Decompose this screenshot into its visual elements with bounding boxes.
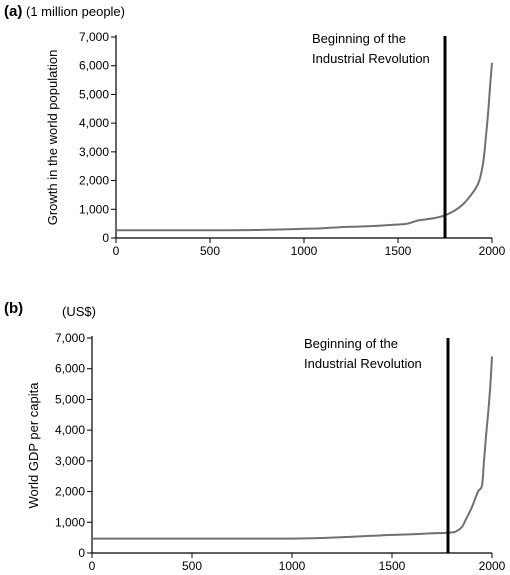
- data-point: [461, 526, 462, 527]
- x-tick-label: 2000: [479, 244, 506, 258]
- series-line: [116, 62, 493, 232]
- data-point: [391, 534, 392, 535]
- y-tick-label: 2,000: [55, 485, 85, 499]
- data-point: [285, 229, 286, 230]
- data-point: [191, 230, 192, 231]
- data-point: [491, 356, 492, 357]
- data-point: [465, 519, 466, 520]
- y-tick-label: 7,000: [79, 30, 109, 44]
- data-point: [435, 217, 436, 218]
- data-point: [489, 390, 490, 391]
- y-tick-label: 5,000: [79, 87, 109, 101]
- data-point: [488, 111, 489, 112]
- data-point: [471, 506, 472, 507]
- data-point: [311, 538, 312, 539]
- y-tick-label: 7,000: [55, 331, 85, 345]
- annotation-text: Beginning of the: [304, 336, 398, 351]
- y-axis-label: Growth in the world population: [45, 50, 60, 226]
- data-point: [454, 210, 455, 211]
- data-point: [441, 532, 442, 533]
- data-point: [397, 224, 398, 225]
- series-line: [92, 356, 493, 540]
- x-tick-label: 1500: [385, 244, 412, 258]
- data-point: [211, 538, 212, 539]
- y-axis-label: World GDP per capita: [26, 382, 41, 509]
- y-tick-label: 0: [102, 231, 109, 245]
- x-tick-label: 0: [89, 559, 96, 573]
- x-tick-label: 1000: [291, 244, 318, 258]
- y-tick-label: 3,000: [79, 145, 109, 159]
- data-point: [331, 537, 332, 538]
- data-point: [491, 62, 492, 63]
- data-point: [360, 226, 361, 227]
- data-point: [371, 535, 372, 536]
- data-point: [407, 223, 408, 224]
- data-point: [482, 166, 483, 167]
- x-tick-label: 2000: [479, 559, 506, 573]
- x-tick-label: 1000: [279, 559, 306, 573]
- data-point: [451, 532, 452, 533]
- data-point: [322, 228, 323, 229]
- annotation-text: Industrial Revolution: [304, 356, 422, 371]
- data-point: [256, 229, 257, 230]
- data-point: [91, 538, 92, 539]
- data-point: [473, 192, 474, 193]
- panel-label: (a): [4, 3, 22, 20]
- x-tick-label: 500: [200, 244, 220, 258]
- data-point: [351, 536, 352, 537]
- data-point: [341, 227, 342, 228]
- data-point: [481, 485, 482, 486]
- data-point: [379, 225, 380, 226]
- data-point: [228, 230, 229, 231]
- x-tick-label: 1500: [379, 559, 406, 573]
- y-tick-label: 3,000: [55, 454, 85, 468]
- data-point: [426, 219, 427, 220]
- y-tick-label: 0: [78, 546, 85, 560]
- data-point: [303, 228, 304, 229]
- x-tick-label: 0: [113, 244, 120, 258]
- data-point: [485, 436, 486, 437]
- y-tick-label: 5,000: [55, 392, 85, 406]
- data-point: [487, 414, 488, 415]
- y-tick-label: 6,000: [79, 59, 109, 73]
- data-point: [131, 538, 132, 539]
- unit-label: (US$): [62, 304, 96, 319]
- y-tick-label: 4,000: [79, 116, 109, 130]
- panel-label: (b): [4, 300, 23, 317]
- data-point: [416, 220, 417, 221]
- data-point: [477, 491, 478, 492]
- data-point: [455, 531, 456, 532]
- data-point: [171, 538, 172, 539]
- data-point: [115, 230, 116, 231]
- y-tick-label: 6,000: [55, 362, 85, 376]
- y-tick-label: 4,000: [55, 423, 85, 437]
- x-tick-label: 500: [182, 559, 202, 573]
- data-point: [490, 85, 491, 86]
- data-point: [251, 538, 252, 539]
- data-point: [486, 131, 487, 132]
- data-point: [153, 230, 154, 231]
- y-tick-label: 1,000: [79, 202, 109, 216]
- annotation-text: Industrial Revolution: [312, 51, 430, 66]
- data-point: [478, 181, 479, 182]
- data-point: [431, 533, 432, 534]
- unit-label: (1 million people): [26, 4, 125, 19]
- data-point: [484, 151, 485, 152]
- y-tick-label: 1,000: [55, 515, 85, 529]
- data-point: [291, 538, 292, 539]
- data-point: [463, 203, 464, 204]
- data-point: [483, 460, 484, 461]
- annotation-text: Beginning of the: [312, 31, 406, 46]
- data-point: [411, 534, 412, 535]
- y-tick-label: 2,000: [79, 174, 109, 188]
